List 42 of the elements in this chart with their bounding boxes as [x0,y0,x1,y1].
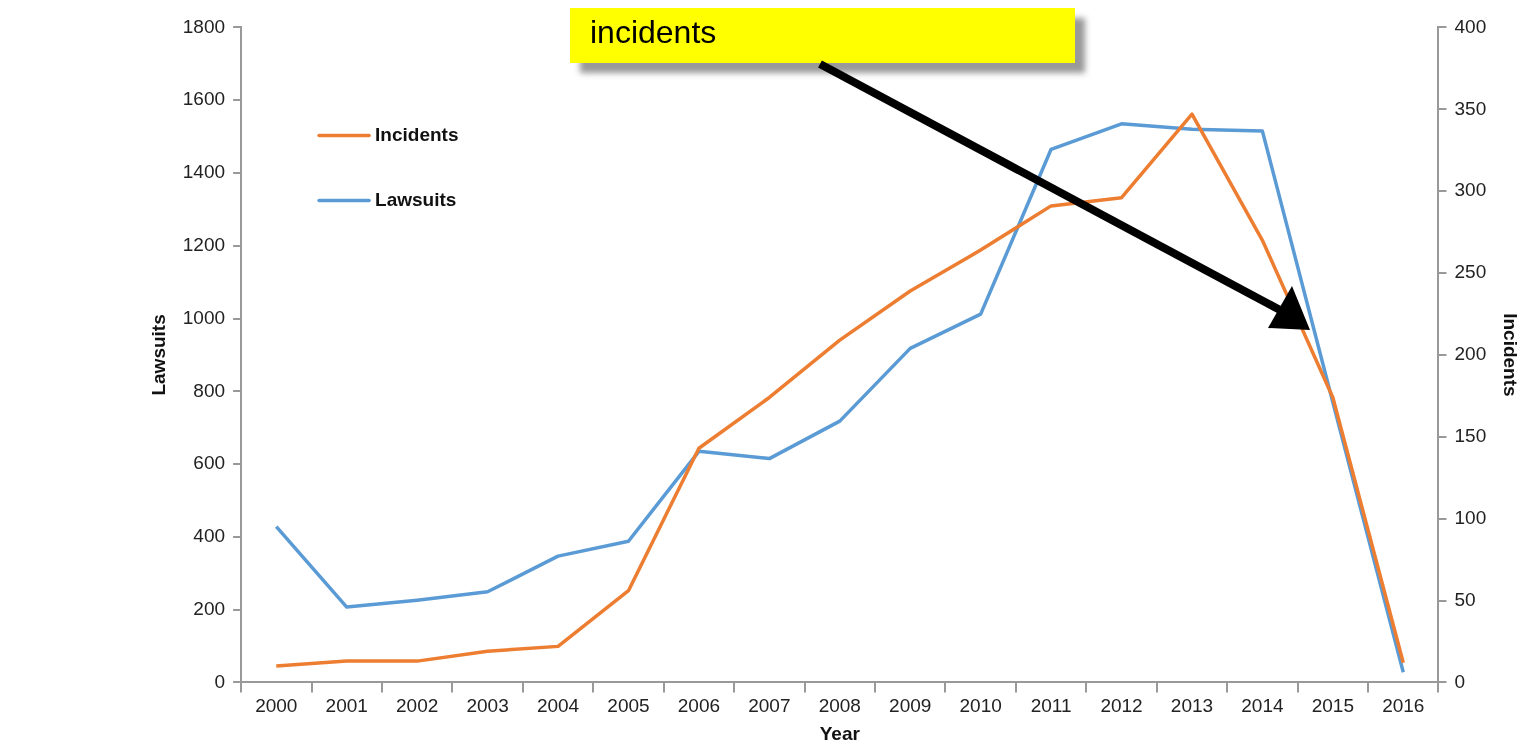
x-tick-label: 2000 [255,695,298,717]
y2-tick-label: 250 [1454,261,1487,283]
x-tick-label: 2011 [1030,695,1072,717]
y2-tick-label: 200 [1454,343,1487,365]
y-tick-label: 1000 [182,306,226,328]
x-tick-label: 2013 [1170,695,1214,717]
y-tick-label: 400 [193,525,226,547]
y-tick-label: 200 [193,597,226,619]
y2-tick-label: 150 [1454,425,1487,447]
y2-tick-label: 300 [1454,179,1487,201]
legend-label: Incidents [375,123,459,145]
x-tick-label: 2015 [1311,695,1354,717]
y2-tick-label: 350 [1454,97,1487,119]
y2-tick-label: 50 [1454,588,1476,610]
y-tick-label: 1600 [182,88,226,110]
y-tick-label: 0 [214,670,226,692]
x-tick-label: 2001 [325,695,368,717]
y2-tick-label: 100 [1454,506,1487,528]
y-tick-label: 1200 [182,233,226,255]
x-tick-label: 2014 [1241,695,1284,717]
y-tick-label: 1400 [182,161,226,183]
x-tick-label: 2006 [677,695,721,717]
y-tick-label: 1800 [182,15,226,37]
x-tick-label: 2005 [607,695,650,717]
y-axis-title: Lawsuits [147,314,169,396]
x-tick-label: 2016 [1382,695,1425,717]
x-tick-label: 2010 [959,695,1002,717]
y2-tick-label: 0 [1454,670,1466,692]
y-tick-label: 600 [193,452,226,474]
x-tick-label: 2008 [818,695,861,717]
x-tick-label: 2007 [748,695,791,717]
x-tick-label: 2004 [536,695,580,717]
x-tick-label: 2012 [1100,695,1143,717]
x-tick-label: 2009 [889,695,932,717]
x-axis-title: Year [819,722,861,744]
callout-box: incidents [570,8,1075,63]
y-tick-label: 800 [193,379,226,401]
x-tick-label: 2003 [466,695,509,717]
x-tick-label: 2002 [396,695,439,717]
y2-tick-label: 400 [1454,15,1487,37]
legend-label: Lawsuits [375,188,457,210]
y2-axis-title: Incidents [1500,313,1522,397]
